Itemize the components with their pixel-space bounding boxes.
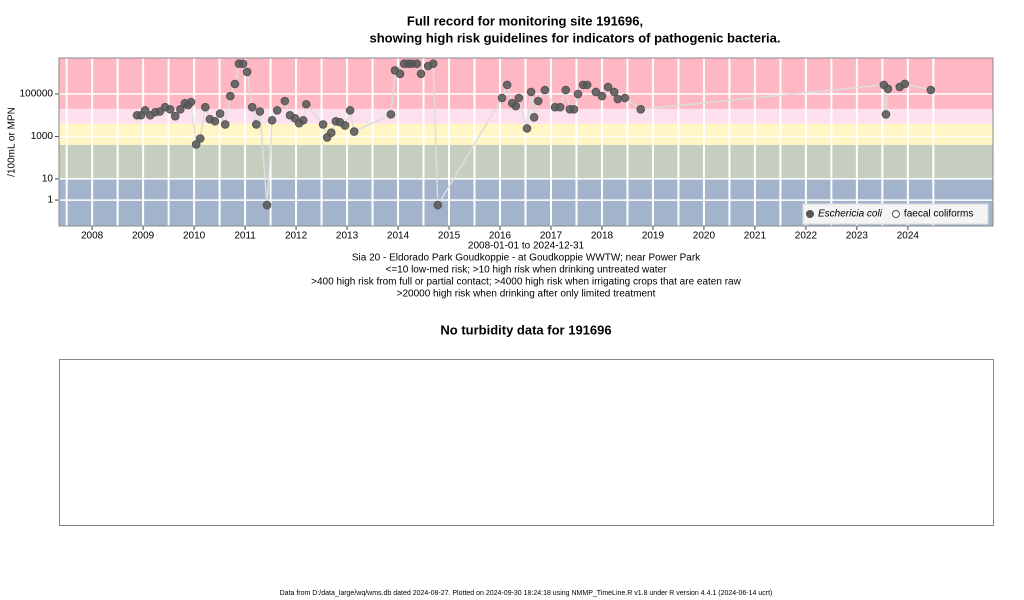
data-point	[345, 106, 355, 115]
data-point	[497, 93, 507, 103]
data-point	[561, 85, 571, 95]
data-point	[267, 115, 277, 125]
data-point	[526, 87, 536, 97]
data-point	[597, 91, 607, 101]
y-tick-label: 100000	[20, 89, 54, 100]
legend: Eschericia coli faecal coliforms	[802, 203, 989, 225]
data-point	[636, 105, 646, 114]
footer: Data from D:/data_large/wq/wms.db dated …	[280, 590, 773, 597]
data-point	[262, 200, 272, 210]
data-point	[191, 140, 201, 149]
data-point	[412, 59, 422, 68]
data-point	[140, 106, 150, 115]
data-point	[603, 82, 613, 92]
x-tick-label: 2019	[642, 231, 665, 242]
data-point	[301, 99, 311, 109]
x-tick-label: 2015	[438, 231, 461, 242]
data-point	[230, 79, 240, 89]
annotation: <=10 low-med risk; >10 high risk when dr…	[386, 265, 668, 276]
data-point	[533, 96, 543, 106]
plot-frame	[58, 57, 994, 227]
data-point	[226, 91, 235, 101]
x-tick-label: 2024	[897, 231, 920, 242]
data-point	[247, 102, 257, 112]
empty-plot-frame	[59, 359, 994, 526]
data-point	[252, 120, 261, 129]
y-axis-label: /100mL or MPN	[7, 107, 18, 177]
data-point	[201, 102, 210, 112]
y-tick-label: 1000	[31, 131, 54, 142]
chart-subtitle: showing high risk guidelines for indicat…	[370, 30, 781, 45]
data-point	[195, 134, 205, 143]
data-point	[272, 106, 282, 115]
legend-marker	[891, 210, 900, 218]
data-point	[220, 120, 230, 129]
y-tick-label: 1	[47, 195, 53, 206]
data-point	[298, 115, 308, 125]
data-point	[326, 128, 336, 138]
data-point	[255, 107, 265, 116]
legend-label: Eschericia coli	[818, 209, 883, 220]
data-point	[900, 79, 910, 89]
x-tick-label: 2011	[234, 231, 256, 242]
data-point	[881, 110, 891, 119]
data-point	[210, 116, 220, 126]
data-point	[386, 110, 396, 119]
data-point	[433, 200, 443, 210]
x-tick-label: 2020	[693, 231, 716, 242]
data-point	[591, 87, 601, 97]
x-axis-label: 2008-01-01 to 2024-12-31	[468, 241, 585, 252]
data-point	[540, 85, 550, 95]
legend-label: faecal coliforms	[904, 209, 973, 220]
data-point	[215, 109, 225, 118]
data-point	[926, 85, 936, 95]
data-point	[569, 105, 579, 114]
x-tick-label: 2017	[540, 231, 563, 242]
chart-title: No turbidity data for 191696	[440, 322, 611, 337]
annotation: Sia 20 - Eldorado Park Goudkoppie - at G…	[352, 253, 701, 264]
data-point	[176, 105, 185, 114]
data-point	[242, 67, 252, 77]
x-tick-label: 2022	[795, 231, 818, 242]
data-point	[613, 94, 623, 104]
data-point	[416, 69, 426, 79]
data-point	[555, 102, 565, 112]
x-tick-label: 2012	[285, 231, 308, 242]
data-point	[340, 121, 350, 130]
data-point	[395, 69, 405, 79]
data-point	[349, 127, 359, 136]
data-point	[428, 59, 438, 68]
data-point	[502, 80, 512, 90]
data-point	[170, 111, 180, 121]
x-tick-label: 2021	[744, 231, 767, 242]
data-point	[186, 97, 196, 107]
data-point	[529, 113, 539, 122]
data-point	[883, 84, 893, 94]
x-tick-label: 2009	[132, 231, 155, 242]
data-point	[573, 89, 583, 99]
x-tick-label: 2023	[846, 231, 869, 242]
data-point	[582, 80, 592, 90]
data-point	[165, 105, 175, 114]
chart-title: Full record for monitoring site 191696,	[407, 13, 643, 28]
data-point	[511, 101, 521, 111]
annotation: >400 high risk from full or partial cont…	[311, 277, 741, 288]
x-tick-label: 2018	[591, 231, 614, 242]
x-tick-label: 2013	[336, 231, 359, 242]
data-point	[522, 124, 532, 133]
y-tick-label: 10	[42, 174, 54, 185]
data-point	[514, 93, 524, 103]
x-tick-label: 2008	[81, 231, 104, 242]
data-point	[318, 120, 328, 129]
legend-marker	[806, 210, 814, 218]
x-tick-label: 2014	[387, 231, 410, 242]
data-point	[620, 93, 630, 103]
annotation: >20000 high risk when drinking after onl…	[397, 289, 656, 300]
data-point	[280, 96, 290, 106]
data-point	[238, 59, 248, 68]
x-tick-label: 2010	[183, 231, 206, 242]
x-tick-label: 2016	[489, 231, 512, 242]
data-point	[609, 87, 619, 97]
